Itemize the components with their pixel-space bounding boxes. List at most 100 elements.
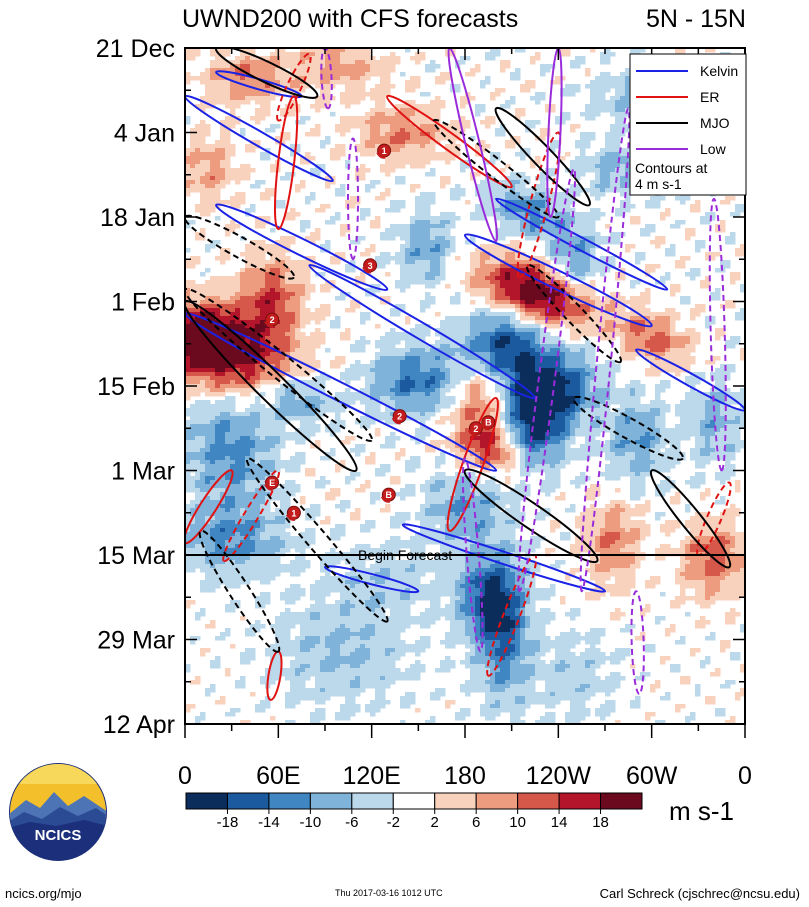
heatmap-cell bbox=[270, 644, 276, 649]
heatmap-cell bbox=[345, 376, 351, 381]
heatmap-cell bbox=[395, 512, 401, 517]
heatmap-cell bbox=[270, 368, 276, 373]
heatmap-cell bbox=[370, 672, 376, 677]
heatmap-cell bbox=[300, 548, 306, 553]
heatmap-cell bbox=[295, 272, 301, 277]
heatmap-cell bbox=[275, 88, 281, 93]
heatmap-cell bbox=[230, 580, 236, 585]
heatmap-cell bbox=[385, 336, 391, 341]
heatmap-cell bbox=[395, 612, 401, 617]
heatmap-cell bbox=[295, 352, 301, 357]
heatmap-cell bbox=[275, 624, 281, 629]
heatmap-cell bbox=[210, 428, 216, 433]
heatmap-cell bbox=[265, 452, 271, 457]
heatmap-cell bbox=[195, 500, 201, 505]
heatmap-cell bbox=[405, 376, 411, 381]
heatmap-cell bbox=[375, 664, 381, 669]
heatmap-cell bbox=[210, 624, 216, 629]
heatmap-cell bbox=[345, 684, 351, 689]
heatmap-cell bbox=[325, 696, 331, 701]
heatmap-cell bbox=[335, 692, 341, 697]
heatmap-cell bbox=[245, 144, 251, 149]
heatmap-cell bbox=[200, 712, 206, 717]
heatmap-cell bbox=[320, 660, 326, 665]
heatmap-cell bbox=[230, 484, 236, 489]
heatmap-cell bbox=[280, 616, 286, 621]
heatmap-cell bbox=[375, 120, 381, 125]
heatmap-cell bbox=[345, 120, 351, 125]
heatmap-cell bbox=[405, 128, 411, 133]
heatmap-cell bbox=[355, 664, 361, 669]
heatmap-cell bbox=[215, 372, 221, 377]
heatmap-cell bbox=[360, 312, 366, 317]
heatmap-cell bbox=[200, 192, 206, 197]
heatmap-cell bbox=[355, 144, 361, 149]
heatmap-cell bbox=[350, 648, 356, 653]
heatmap-cell bbox=[225, 48, 231, 53]
heatmap-cell bbox=[255, 96, 261, 101]
heatmap-cell bbox=[250, 80, 256, 85]
heatmap-cell bbox=[275, 352, 281, 357]
heatmap-cell bbox=[195, 556, 201, 561]
heatmap-cell bbox=[395, 152, 401, 157]
heatmap-cell bbox=[365, 184, 371, 189]
heatmap-cell bbox=[420, 640, 426, 645]
heatmap-cell bbox=[340, 652, 346, 657]
heatmap-cell bbox=[380, 548, 386, 553]
heatmap-cell bbox=[185, 348, 191, 353]
heatmap-cell bbox=[305, 360, 311, 365]
heatmap-cell bbox=[275, 360, 281, 365]
heatmap-cell bbox=[225, 172, 231, 177]
heatmap-cell bbox=[290, 600, 296, 605]
heatmap-cell bbox=[240, 364, 246, 369]
heatmap-cell bbox=[365, 424, 371, 429]
heatmap-cell bbox=[345, 640, 351, 645]
heatmap-cell bbox=[400, 396, 406, 401]
heatmap-cell bbox=[265, 72, 271, 77]
heatmap-cell bbox=[380, 652, 386, 657]
heatmap-cell bbox=[385, 416, 391, 421]
heatmap-cell bbox=[210, 544, 216, 549]
heatmap-cell bbox=[330, 400, 336, 405]
heatmap-cell bbox=[325, 636, 331, 641]
heatmap-cell bbox=[360, 400, 366, 405]
heatmap-cell bbox=[340, 336, 346, 341]
heatmap-cell bbox=[185, 372, 191, 377]
heatmap-cell bbox=[345, 696, 351, 701]
heatmap-cell bbox=[405, 152, 411, 157]
heatmap-cell bbox=[205, 88, 211, 93]
heatmap-cell bbox=[195, 376, 201, 381]
heatmap-cell bbox=[255, 484, 261, 489]
heatmap-cell bbox=[225, 296, 231, 301]
heatmap-cell bbox=[200, 168, 206, 173]
heatmap-cell bbox=[215, 524, 221, 529]
heatmap-cell bbox=[210, 60, 216, 65]
heatmap-cell bbox=[215, 432, 221, 437]
heatmap-cell bbox=[230, 436, 236, 441]
heatmap-cell bbox=[395, 332, 401, 337]
heatmap-cell bbox=[370, 248, 376, 253]
heatmap-cell bbox=[325, 648, 331, 653]
heatmap-cell bbox=[385, 76, 391, 81]
heatmap-cell bbox=[250, 512, 256, 517]
heatmap-cell bbox=[210, 456, 216, 461]
heatmap-cell bbox=[310, 540, 316, 545]
heatmap-cell bbox=[365, 528, 371, 533]
heatmap-cell bbox=[210, 508, 216, 513]
heatmap-cell bbox=[250, 656, 256, 661]
heatmap-cell bbox=[410, 356, 416, 361]
heatmap-cell bbox=[275, 296, 281, 301]
heatmap-cell bbox=[220, 576, 226, 581]
heatmap-cell bbox=[350, 616, 356, 621]
heatmap-cell bbox=[380, 104, 386, 109]
heatmap-cell bbox=[410, 616, 416, 621]
heatmap-cell bbox=[290, 676, 296, 681]
heatmap-cell bbox=[185, 568, 191, 573]
heatmap-cell bbox=[400, 520, 406, 525]
heatmap-cell bbox=[205, 436, 211, 441]
heatmap-cell bbox=[345, 372, 351, 377]
heatmap-cell bbox=[305, 516, 311, 521]
heatmap-cell bbox=[270, 72, 276, 77]
heatmap-cell bbox=[295, 636, 301, 641]
heatmap-cell bbox=[280, 504, 286, 509]
